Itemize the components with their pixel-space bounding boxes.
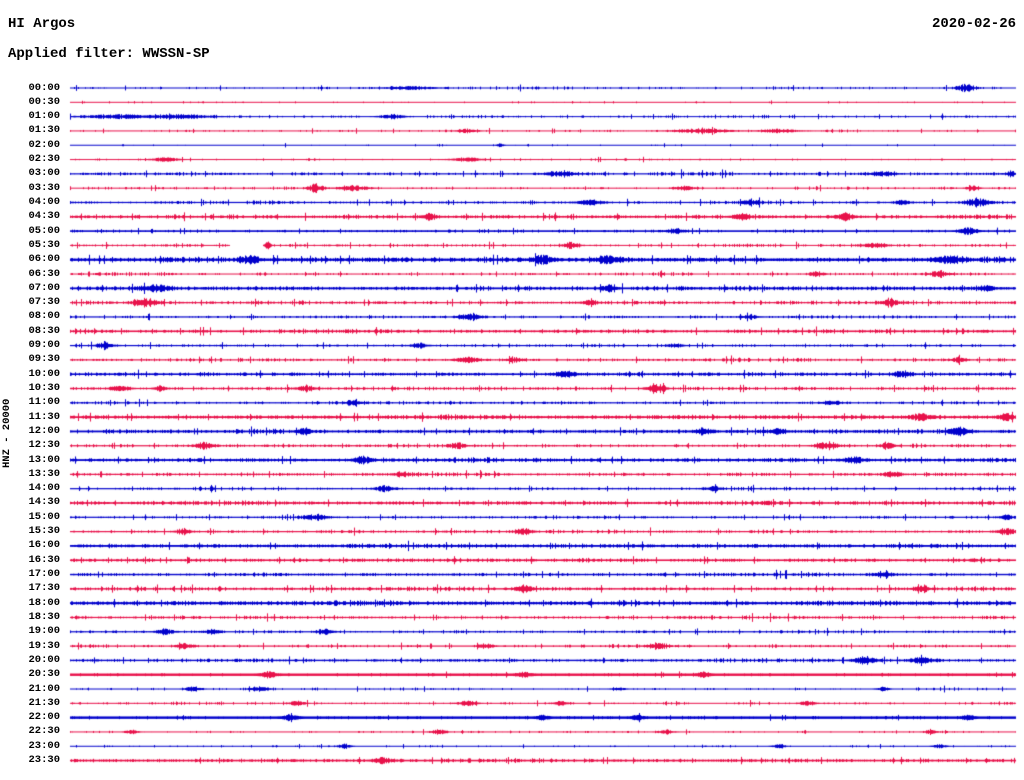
seismogram-traces	[0, 0, 1024, 780]
